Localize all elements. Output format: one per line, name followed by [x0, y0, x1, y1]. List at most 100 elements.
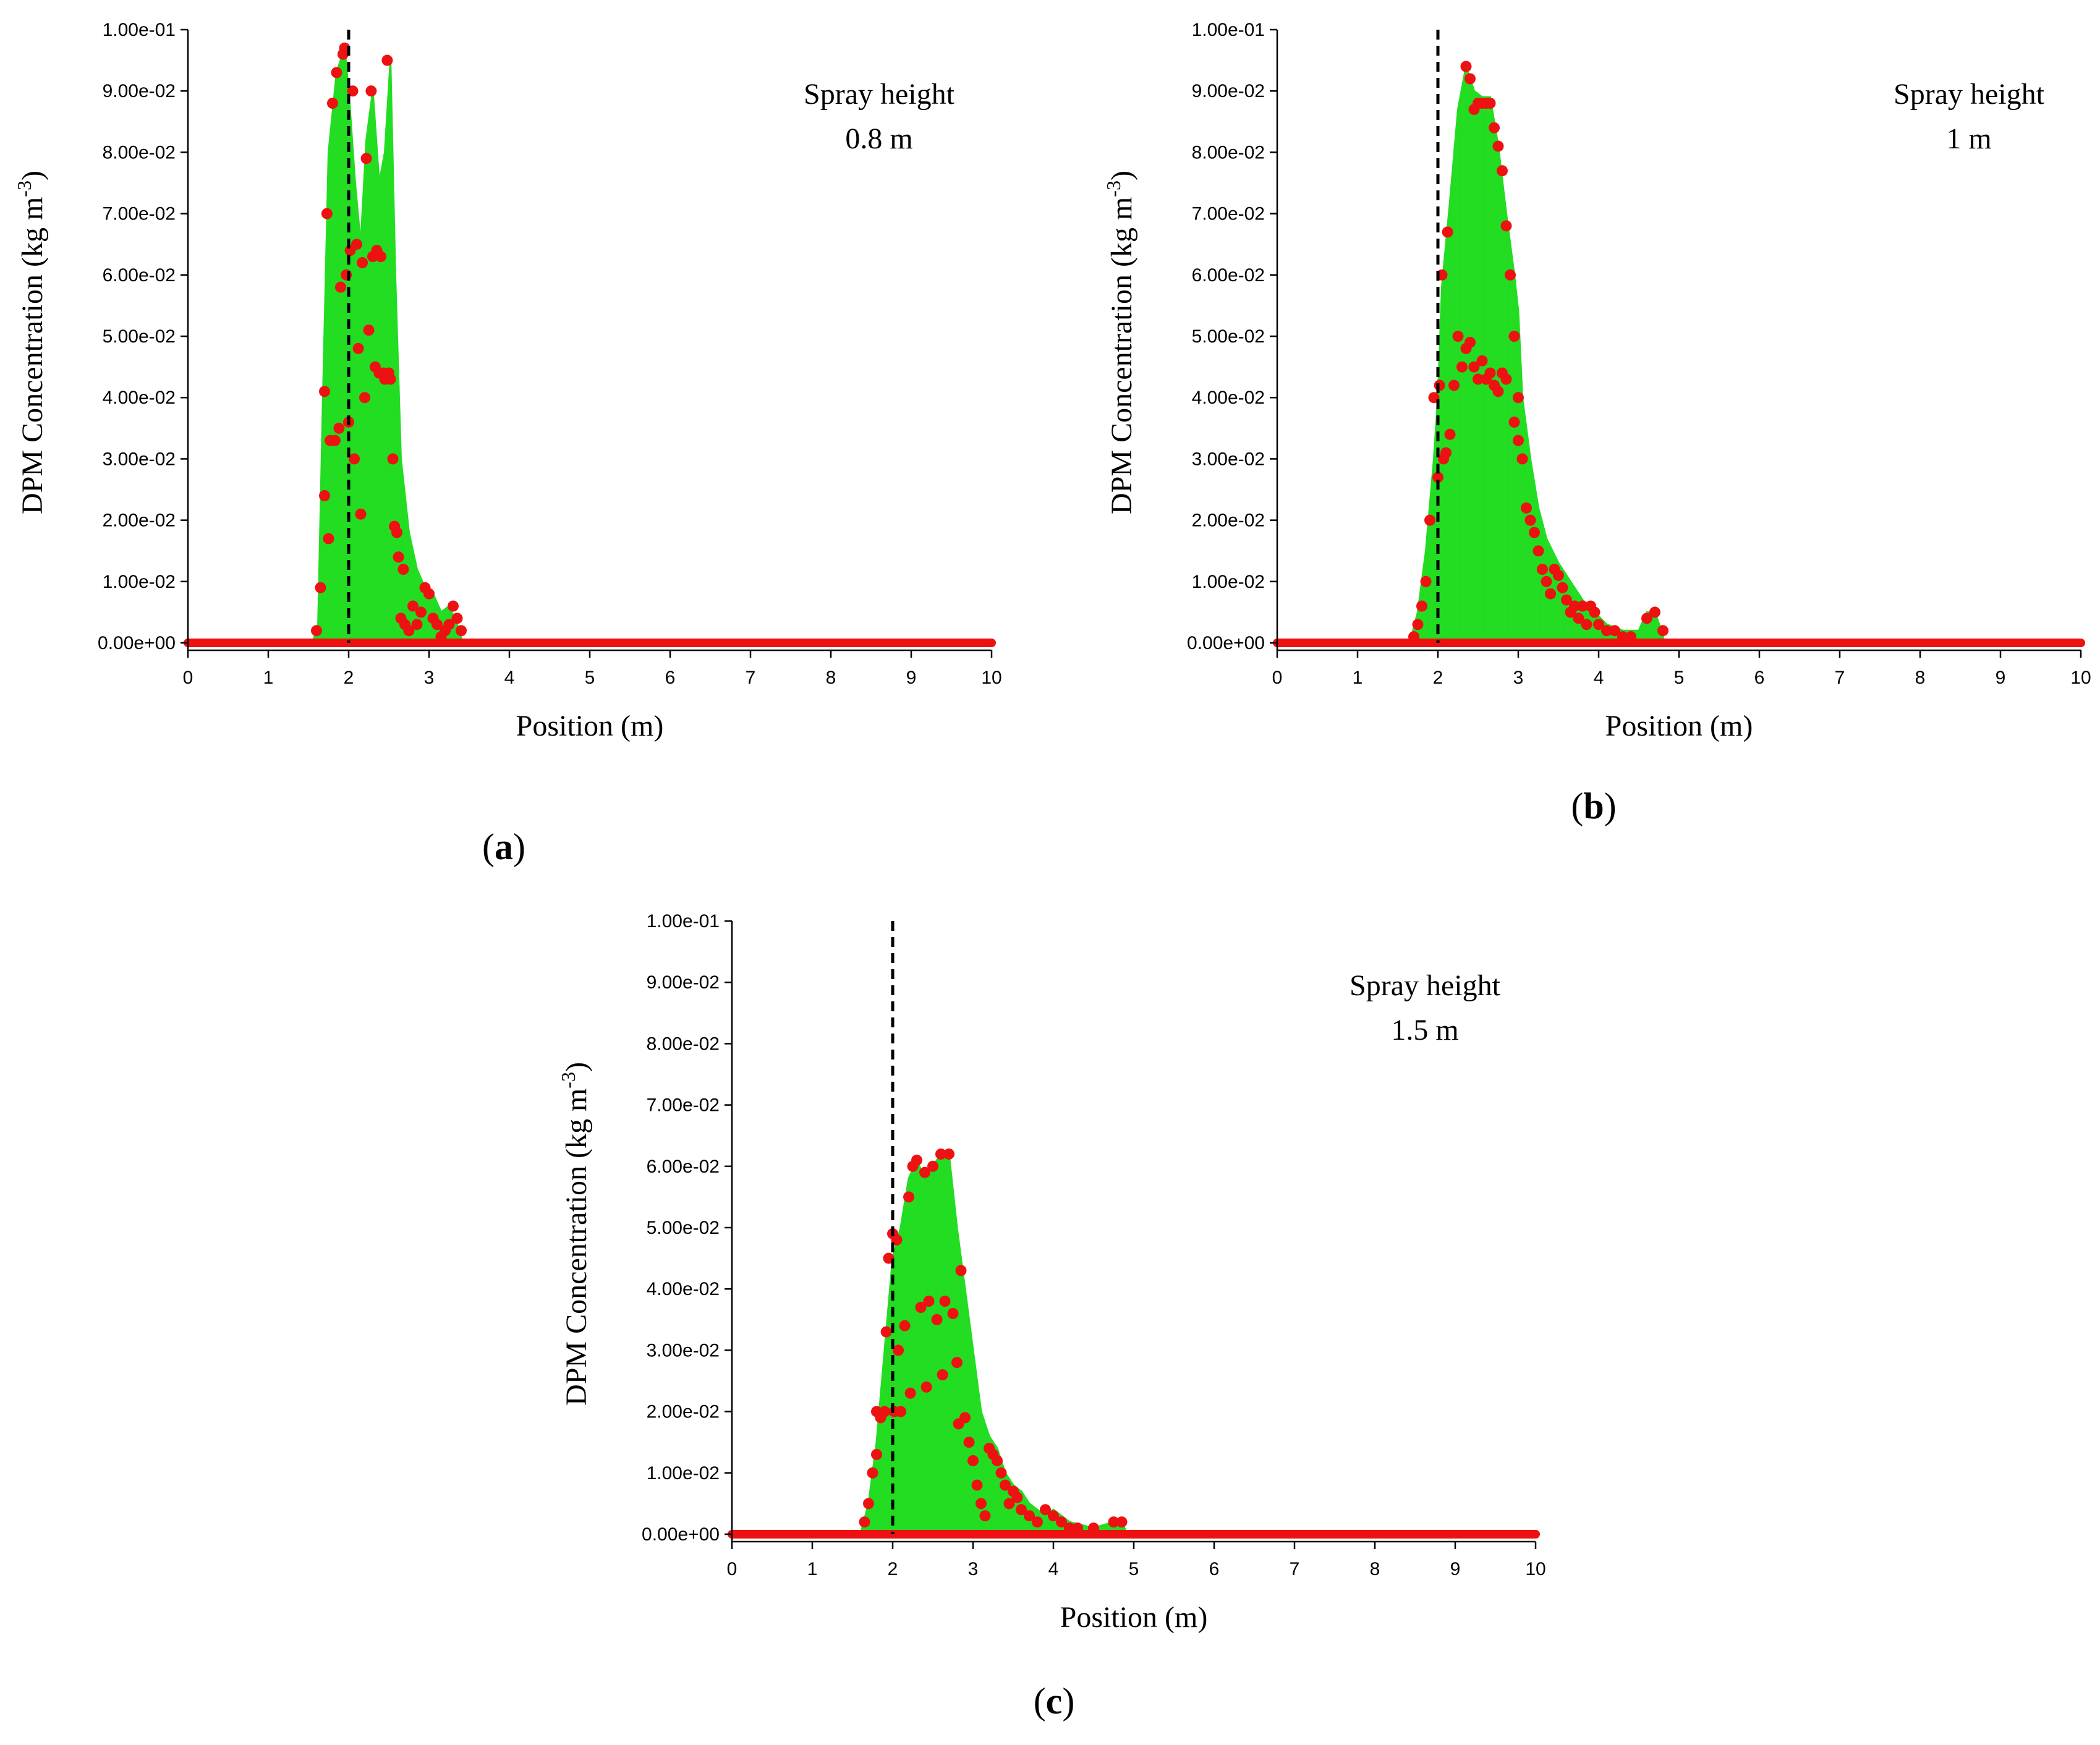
data-point [1513, 392, 1524, 404]
data-point [1442, 226, 1453, 238]
data-point [1545, 588, 1556, 600]
y-tick-label: 1.00e-01 [1192, 20, 1265, 40]
data-point [871, 1449, 882, 1460]
x-tick-label: 8 [826, 668, 836, 688]
y-tick-label: 8.00e-02 [647, 1034, 720, 1054]
panel-label: (c) [1034, 1681, 1075, 1722]
data-point [867, 1467, 878, 1479]
data-point [397, 564, 409, 575]
data-point [1508, 331, 1520, 342]
data-point [1657, 625, 1669, 637]
data-point [1003, 1498, 1015, 1509]
panel-label: (a) [482, 826, 525, 867]
data-point [1492, 140, 1504, 152]
data-point [1508, 416, 1520, 428]
data-point [1532, 545, 1544, 557]
data-point [1529, 527, 1540, 538]
data-point [1420, 575, 1432, 587]
data-point [895, 1406, 906, 1417]
data-point [1424, 514, 1435, 526]
data-point [443, 619, 455, 630]
data-point [1513, 435, 1524, 446]
data-point [365, 85, 377, 97]
data-point [411, 619, 423, 630]
x-tick-label: 4 [1048, 1559, 1059, 1579]
data-point [363, 325, 375, 336]
data-point [357, 257, 368, 268]
panel-b: 0.00e+00 1.00e-02 2.00e-02 3.00e-02 4.00e-02… [1102, 20, 2091, 826]
data-point [1448, 380, 1460, 391]
x-tick-label: 1 [263, 668, 274, 688]
data-point [1032, 1516, 1043, 1528]
data-point [1464, 336, 1476, 348]
y-tick-label: 9.00e-02 [103, 81, 176, 101]
data-point [863, 1498, 874, 1509]
data-point [927, 1160, 938, 1172]
data-point [1440, 447, 1452, 459]
data-point [1541, 575, 1552, 587]
data-point [939, 1296, 951, 1307]
panel-a: 0.00e+00 1.00e-02 2.00e-02 3.00e-02 4.00e-02… [13, 20, 1002, 867]
data-point [423, 588, 435, 600]
data-point [1601, 625, 1612, 637]
data-point [415, 606, 427, 618]
y-tick-label: 0.00e+00 [98, 633, 176, 653]
data-point [1569, 600, 1580, 612]
x-axis-title: Position (m) [1060, 1601, 1208, 1634]
x-tick-label: 5 [1129, 1559, 1139, 1579]
y-tick-label: 6.00e-02 [1192, 265, 1265, 286]
y-tick-label: 1.00e-02 [103, 572, 176, 592]
y-tick-label: 1.00e-02 [1192, 572, 1265, 592]
data-point [923, 1296, 935, 1307]
data-point [1412, 619, 1424, 630]
data-point [995, 1467, 1007, 1479]
data-point [315, 582, 326, 593]
data-point [456, 625, 467, 637]
data-point [385, 373, 396, 385]
x-tick-label: 8 [1370, 1559, 1380, 1579]
y-tick-label: 3.00e-02 [1192, 449, 1265, 469]
data-point [451, 613, 463, 624]
x-tick-label: 6 [1209, 1559, 1220, 1579]
data-point [1088, 1522, 1099, 1534]
spray-height-label: Spray height [804, 78, 955, 111]
data-point [1452, 331, 1464, 342]
spray-height-label: Spray height [1350, 969, 1501, 1002]
data-point [1056, 1516, 1067, 1528]
y-tick-label: 2.00e-02 [647, 1402, 720, 1422]
x-tick-label: 3 [1513, 668, 1524, 688]
data-point [1489, 122, 1500, 134]
data-point [329, 435, 341, 446]
x-tick-label: 3 [424, 668, 435, 688]
data-point [1016, 1504, 1027, 1516]
data-point [351, 239, 362, 250]
y-tick-label: 6.00e-02 [103, 265, 176, 286]
data-point [1064, 1522, 1075, 1534]
data-point [859, 1516, 870, 1528]
data-point [935, 1148, 946, 1160]
data-point [407, 600, 419, 612]
data-point [1553, 569, 1564, 581]
data-point [1464, 73, 1476, 85]
data-point [1024, 1510, 1035, 1522]
data-point [1557, 582, 1568, 593]
x-tick-label: 4 [1594, 668, 1604, 688]
data-point [1573, 613, 1584, 624]
y-tick-label: 5.00e-02 [103, 326, 176, 347]
x-tick-label: 2 [1433, 668, 1443, 688]
data-point [1593, 619, 1604, 630]
x-tick-label: 9 [1450, 1559, 1461, 1579]
data-point [359, 392, 370, 404]
data-point [904, 1387, 916, 1399]
x-tick-label: 1 [807, 1559, 818, 1579]
spray-height-value: 1 m [1946, 122, 1991, 155]
x-tick-label: 6 [1754, 668, 1765, 688]
y-tick-label: 1.00e-01 [103, 20, 176, 40]
x-tick-label: 6 [665, 668, 676, 688]
data-point [1500, 220, 1512, 232]
data-point [979, 1510, 991, 1522]
x-tick-label: 7 [1290, 1559, 1300, 1579]
data-point [1473, 373, 1484, 385]
y-tick-label: 5.00e-02 [647, 1218, 720, 1238]
x-tick-label: 4 [504, 668, 515, 688]
